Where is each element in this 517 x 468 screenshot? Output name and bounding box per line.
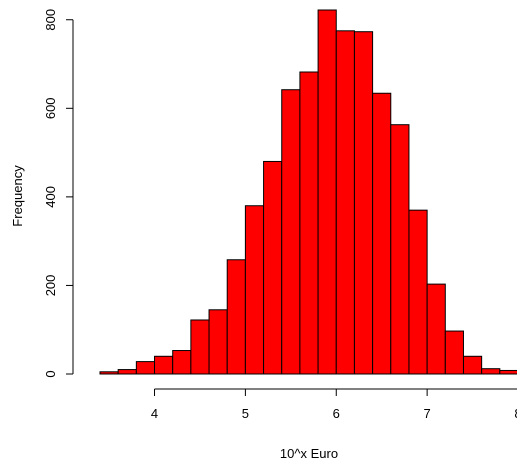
x-tick-label: 8 xyxy=(514,406,517,421)
histogram-bar xyxy=(263,160,283,375)
histogram-bar xyxy=(281,89,301,375)
bars-group xyxy=(99,9,517,375)
x-tick-label: 6 xyxy=(333,406,340,421)
x-tick-label: 7 xyxy=(424,406,431,421)
histogram-bar xyxy=(154,355,174,375)
histogram-bar xyxy=(317,9,337,375)
x-tick-label: 5 xyxy=(242,406,249,421)
histogram-bar xyxy=(499,369,517,375)
histogram-bar xyxy=(462,355,483,375)
y-tick-label: 400 xyxy=(43,186,58,208)
histogram-bar xyxy=(190,319,210,375)
x-axis: 4 5 6 7 8 xyxy=(151,388,517,421)
histogram-bar xyxy=(408,209,428,375)
histogram-bar xyxy=(299,71,319,375)
y-tick-label: 0 xyxy=(43,370,58,377)
y-tick-label: 800 xyxy=(43,9,58,31)
histogram-bar xyxy=(226,259,246,375)
y-tick-label: 600 xyxy=(43,97,58,119)
histogram-bar xyxy=(99,371,119,375)
histogram-bar xyxy=(426,283,446,375)
histogram-bar xyxy=(353,31,374,375)
y-tick-label: 200 xyxy=(43,275,58,297)
histogram-bar xyxy=(481,368,501,375)
y-axis-label: Frequency xyxy=(10,165,25,227)
histogram-bar xyxy=(372,92,392,375)
histogram-bar xyxy=(117,369,137,375)
histogram-bar xyxy=(444,330,464,375)
histogram-bar xyxy=(390,124,410,375)
histogram-bar xyxy=(244,205,265,375)
histogram-bar xyxy=(208,309,228,375)
y-axis: 0 200 400 600 800 xyxy=(43,9,74,378)
histogram-bar xyxy=(135,361,156,375)
histogram-bar xyxy=(172,350,192,375)
x-tick-label: 4 xyxy=(151,406,158,421)
x-axis-label: 10^x Euro xyxy=(280,446,338,461)
histogram-bar xyxy=(335,30,355,375)
